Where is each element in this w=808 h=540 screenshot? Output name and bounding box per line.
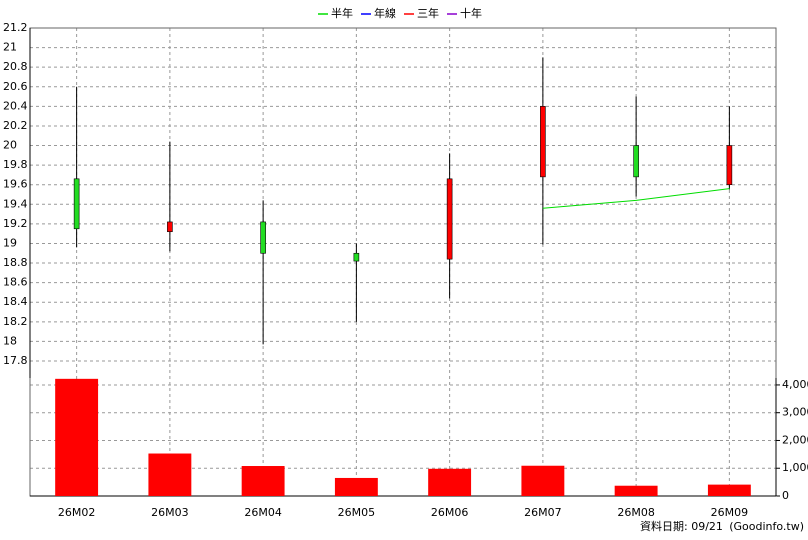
y2-tick-label: 0 xyxy=(782,489,789,502)
legend-label: 三年 xyxy=(417,6,439,20)
y-tick-label: 17.8 xyxy=(3,354,28,367)
y2-tick-label: 1,000 xyxy=(782,461,808,474)
y-tick-label: 18 xyxy=(3,334,17,347)
y2-tick-label: 4,000 xyxy=(782,378,808,391)
y2-tick-label: 3,000 xyxy=(782,406,808,419)
y-tick-label: 19 xyxy=(3,236,17,249)
y-tick-label: 20 xyxy=(3,139,17,152)
volume-bar xyxy=(707,484,751,496)
y-tick-label: 19.4 xyxy=(3,197,28,210)
x-tick-label: 26M06 xyxy=(431,506,469,519)
x-tick-label: 26M04 xyxy=(244,506,282,519)
candle-body xyxy=(446,178,453,260)
y-tick-label: 21 xyxy=(3,41,17,54)
x-tick-label: 26M05 xyxy=(338,506,376,519)
y-tick-label: 19.2 xyxy=(3,217,28,230)
legend-label: 半年 xyxy=(331,6,353,20)
y-tick-label: 18.6 xyxy=(3,276,28,289)
candle-body xyxy=(726,145,733,186)
footer-source: (Goodinfo.tw) xyxy=(729,520,804,533)
y-tick-label: 19.6 xyxy=(3,178,28,191)
ma-line xyxy=(542,188,730,209)
y-tick-label: 20.8 xyxy=(3,60,28,73)
volume-bar xyxy=(148,453,192,496)
volume-bar xyxy=(428,468,472,496)
volume-bar xyxy=(614,485,658,496)
candle-body xyxy=(73,178,80,230)
y-tick-label: 21.2 xyxy=(3,21,28,34)
y2-tick-label: 2,000 xyxy=(782,433,808,446)
x-tick-label: 26M07 xyxy=(524,506,562,519)
candle-body xyxy=(260,221,266,254)
y-tick-label: 18.8 xyxy=(3,256,28,269)
volume-bar xyxy=(334,477,378,496)
x-tick-label: 26M03 xyxy=(151,506,189,519)
candle-body xyxy=(167,221,173,233)
x-tick-label: 26M09 xyxy=(711,506,749,519)
y-tick-label: 19.8 xyxy=(3,158,28,171)
x-tick-label: 26M02 xyxy=(58,506,96,519)
candle-body xyxy=(633,145,639,178)
y-tick-label: 20.2 xyxy=(3,119,28,132)
y-tick-label: 18.4 xyxy=(3,295,28,308)
footer-date: 資料日期: 09/21 xyxy=(640,519,723,533)
y-tick-label: 20.4 xyxy=(3,99,28,112)
volume-bar xyxy=(521,465,565,496)
volume-bar xyxy=(241,466,285,496)
legend-label: 十年 xyxy=(460,6,482,20)
volume-bar xyxy=(55,378,99,496)
y-tick-label: 20.6 xyxy=(3,80,28,93)
legend-label: 年線 xyxy=(374,6,396,20)
y-tick-label: 18.2 xyxy=(3,315,28,328)
x-tick-label: 26M08 xyxy=(617,506,655,519)
candle-body xyxy=(353,252,360,262)
candle-body xyxy=(540,106,546,178)
